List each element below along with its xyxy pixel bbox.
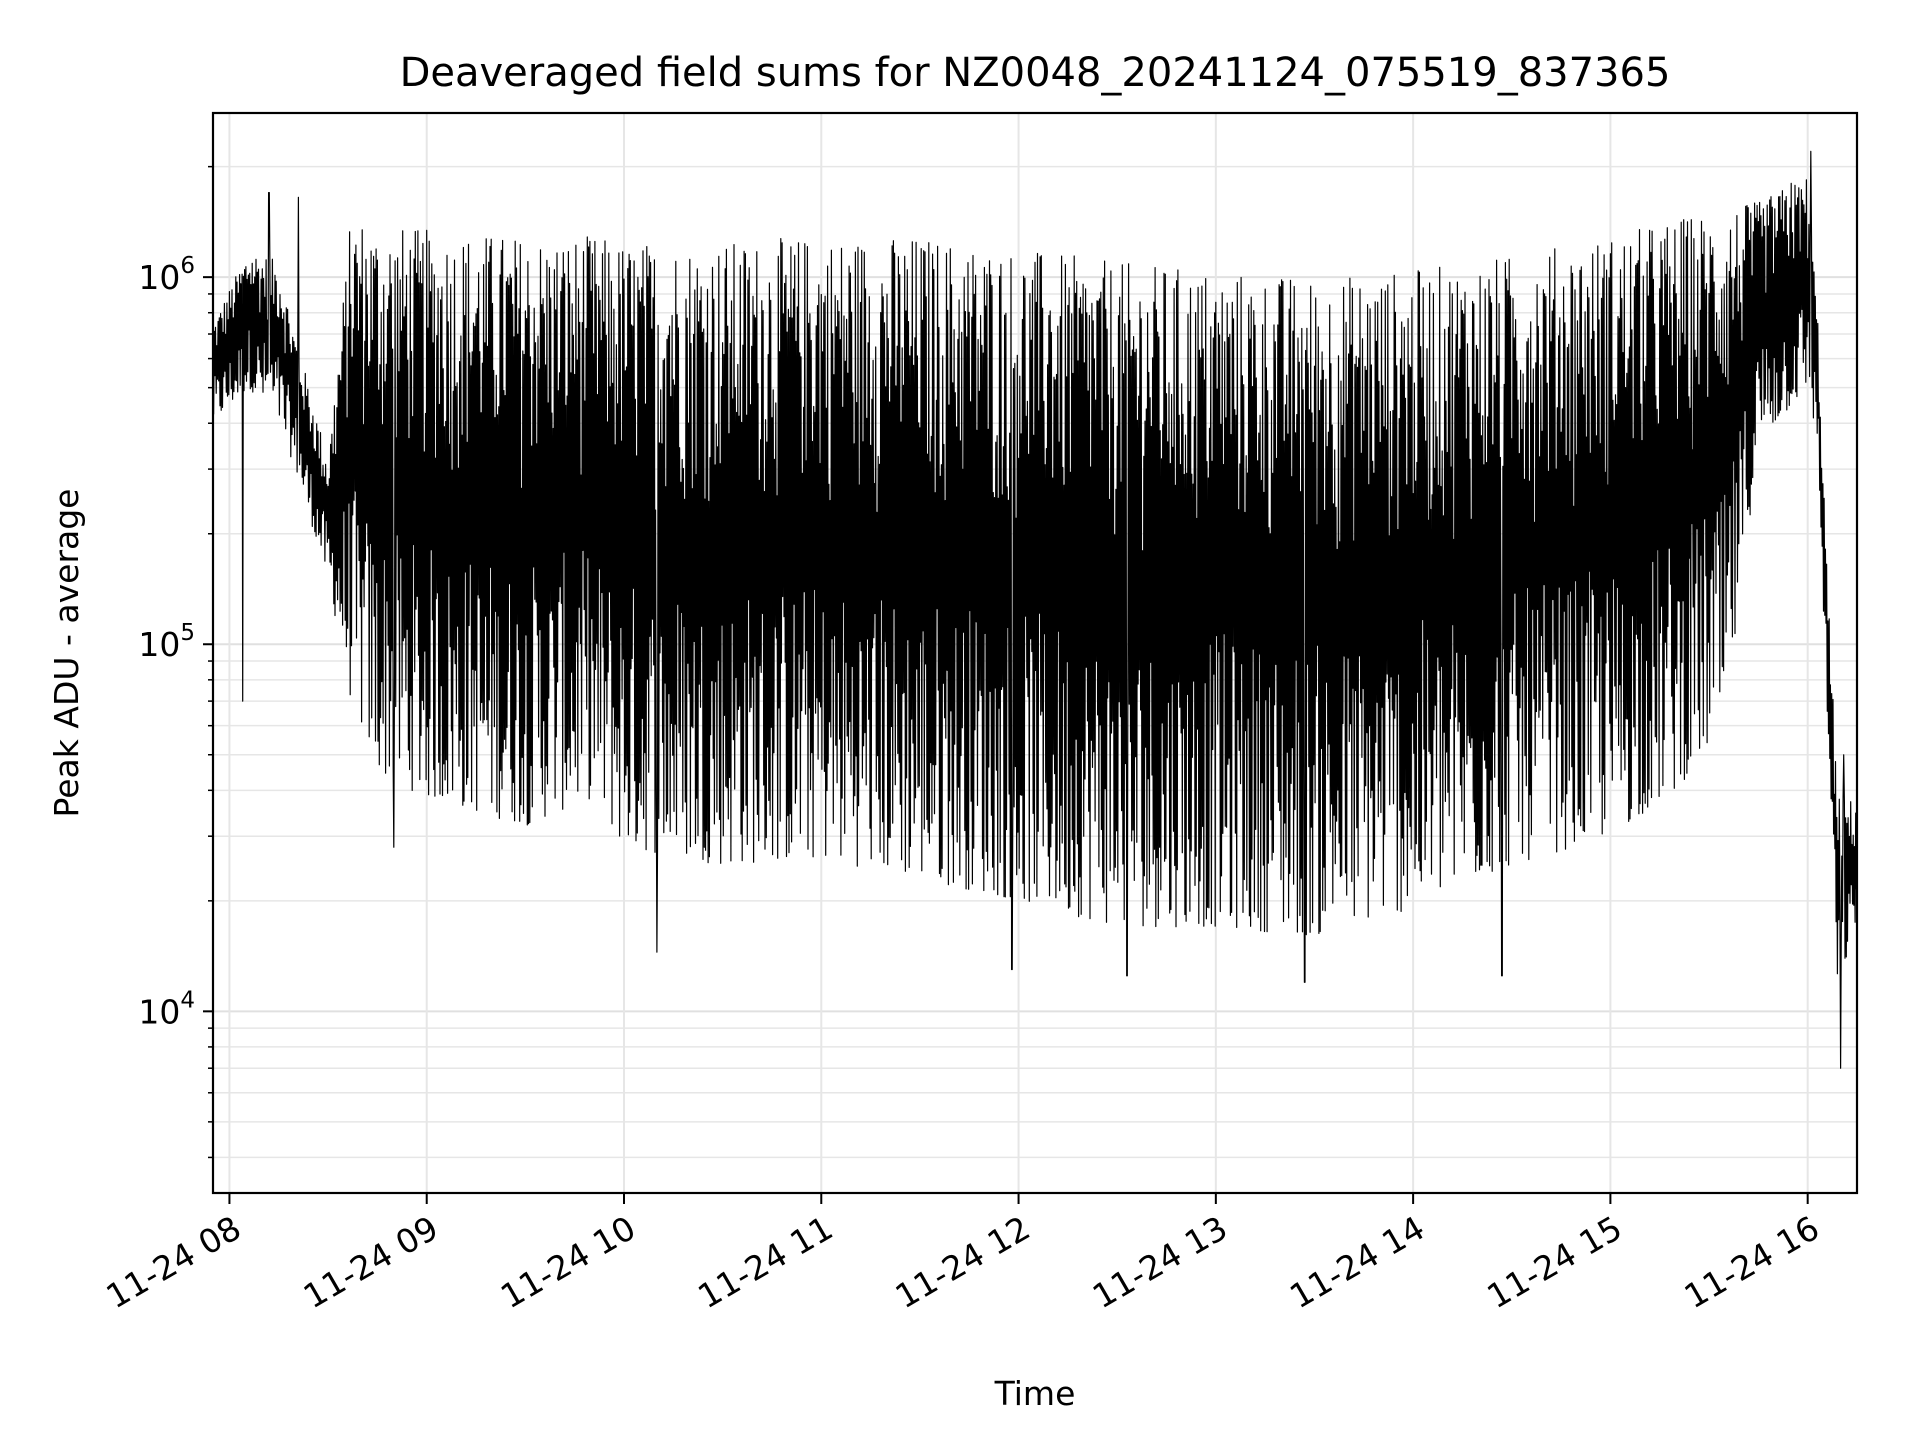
x-axis-label: Time xyxy=(994,1374,1076,1413)
y-axis-label: Peak ADU - average xyxy=(47,489,86,818)
chart-title: Deaveraged field sums for NZ0048_2024112… xyxy=(400,50,1671,96)
y-axis: 104 105 106 xyxy=(138,165,213,1159)
y-tick-label: 106 xyxy=(138,253,195,297)
plot-frame xyxy=(211,111,1859,1195)
y-tick-label: 105 xyxy=(138,620,195,664)
series-line xyxy=(212,150,1858,1069)
y-tick-label: 104 xyxy=(138,987,195,1031)
series-polyline xyxy=(212,150,1858,1069)
